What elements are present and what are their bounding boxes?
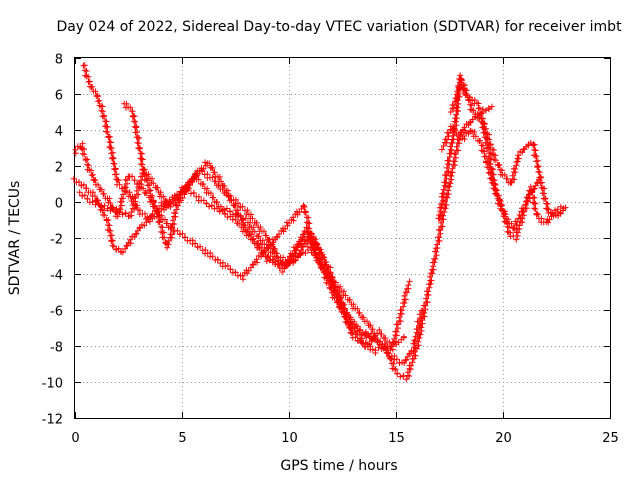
series-3	[72, 140, 407, 350]
series-markers	[76, 166, 413, 354]
grid-lines	[75, 58, 610, 418]
x-axis-title: GPS time / hours	[280, 458, 397, 474]
x-tick-label: 20	[495, 431, 512, 446]
chart-title: Day 024 of 2022, Sidereal Day-to-day VTE…	[56, 19, 622, 35]
series-markers	[121, 100, 378, 337]
y-tick-label: 0	[55, 197, 63, 212]
y-tick-label: 8	[55, 53, 63, 68]
y-tick-label: 6	[55, 89, 63, 104]
y-tick-label: -4	[50, 269, 63, 284]
series-1	[70, 103, 495, 383]
plot-frame	[74, 57, 611, 419]
x-tick-label: 10	[281, 431, 298, 446]
x-tick-label: 0	[71, 431, 79, 446]
y-axis-title: SDTVAR / TECUs	[7, 181, 23, 296]
y-tick-label: 2	[55, 161, 63, 176]
series-8	[438, 123, 542, 232]
series-4	[76, 166, 413, 354]
series-markers	[70, 103, 495, 383]
y-tick-label: 4	[55, 125, 63, 140]
series-markers	[447, 81, 569, 219]
series-markers	[72, 140, 407, 350]
y-tick-label: -6	[50, 305, 63, 320]
data-marks	[70, 62, 569, 383]
y-tick-label: -12	[42, 413, 63, 428]
x-tick-label: 25	[602, 431, 619, 446]
x-tick-label: 15	[388, 431, 405, 446]
series-markers	[438, 123, 542, 232]
axes: 0 5 10 15 20 25 -12 -10 -8 -6 -4 -2 0 2 4 6 8	[42, 53, 619, 447]
series-7	[447, 81, 569, 219]
x-tick-label: 5	[178, 431, 186, 446]
series-5	[121, 100, 378, 337]
y-tick-label: -2	[50, 233, 63, 248]
y-tick-label: -8	[50, 341, 63, 356]
y-tick-label: -10	[42, 377, 63, 392]
